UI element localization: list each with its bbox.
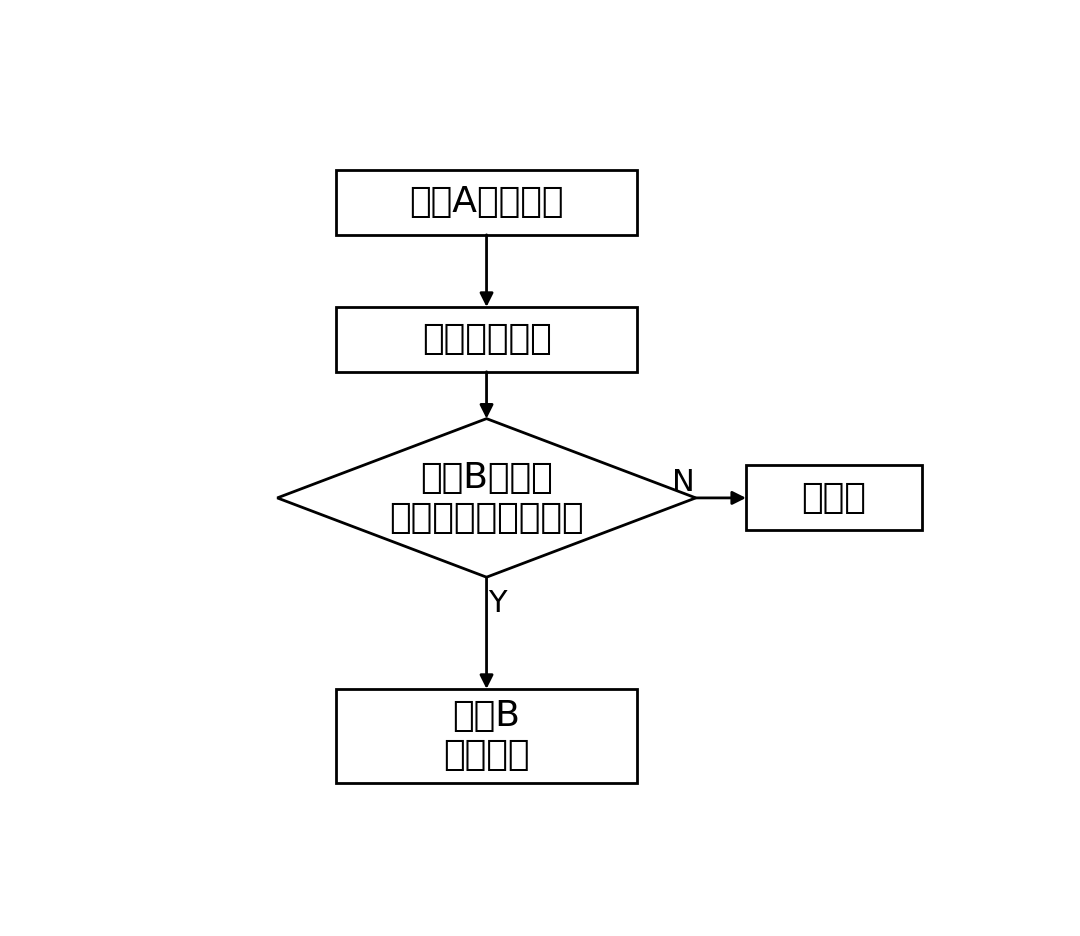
Bar [336,307,637,372]
Text: 主朼B
设备变位: 主朼B 设备变位 [443,699,530,772]
Text: 主朼B接收后
判断是否可以变位？: 主朼B接收后 判断是否可以变位？ [389,461,584,534]
Bar [336,170,637,235]
Text: N: N [672,468,694,497]
Text: 主朼A设备变位: 主朼A设备变位 [409,185,564,219]
Text: 发送变位信息: 发送变位信息 [421,322,552,357]
Polygon shape [278,418,696,578]
Bar [336,689,637,782]
Text: 不处理: 不处理 [801,481,866,515]
Text: Y: Y [488,590,507,619]
Bar [746,465,922,531]
